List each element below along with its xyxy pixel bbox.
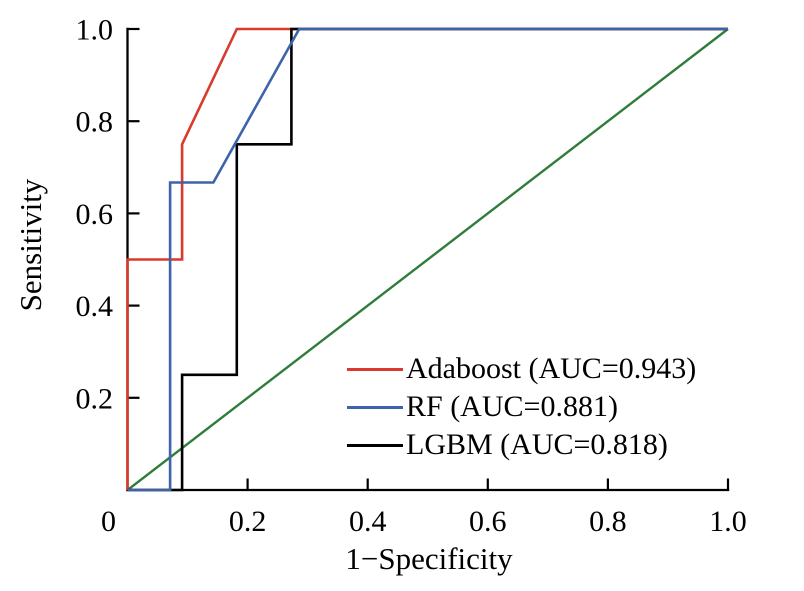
legend-label-rf: RF (AUC=0.881) (406, 390, 618, 423)
legend: Adaboost (AUC=0.943) RF (AUC=0.881) LGBM… (347, 350, 696, 464)
y-tick-label: 0.8 (76, 106, 114, 139)
x-tick-label: 0.4 (349, 505, 387, 538)
rf-line-swatch (347, 405, 403, 409)
chance-diagonal (126, 28, 729, 491)
legend-item-adaboost: Adaboost (AUC=0.943) (347, 350, 696, 388)
lgbm-line-swatch (347, 443, 403, 447)
legend-item-lgbm: LGBM (AUC=0.818) (347, 426, 696, 464)
x-tick-label: 0 (101, 505, 116, 538)
y-tick-label: 0.2 (76, 382, 114, 415)
legend-label-lgbm: LGBM (AUC=0.818) (406, 428, 668, 461)
roc-curve-lgbm (127, 27, 728, 492)
roc-curve-rf (127, 27, 728, 492)
x-axis-title: 1−Specificity (345, 541, 513, 576)
y-tick-label: 0.6 (76, 198, 114, 231)
y-axis-title: Sensitivity (13, 178, 48, 312)
legend-item-rf: RF (AUC=0.881) (347, 388, 696, 426)
y-tick-label: 1.0 (76, 14, 114, 47)
adaboost-line-swatch (347, 367, 403, 371)
legend-label-adaboost: Adaboost (AUC=0.943) (406, 352, 697, 385)
x-tick-label: 0.6 (469, 505, 507, 538)
x-tick-label: 0.2 (229, 505, 267, 538)
x-tick-label: 1.0 (709, 505, 747, 538)
x-tick-label: 0.8 (589, 505, 627, 538)
y-tick-label: 0.4 (76, 290, 114, 323)
